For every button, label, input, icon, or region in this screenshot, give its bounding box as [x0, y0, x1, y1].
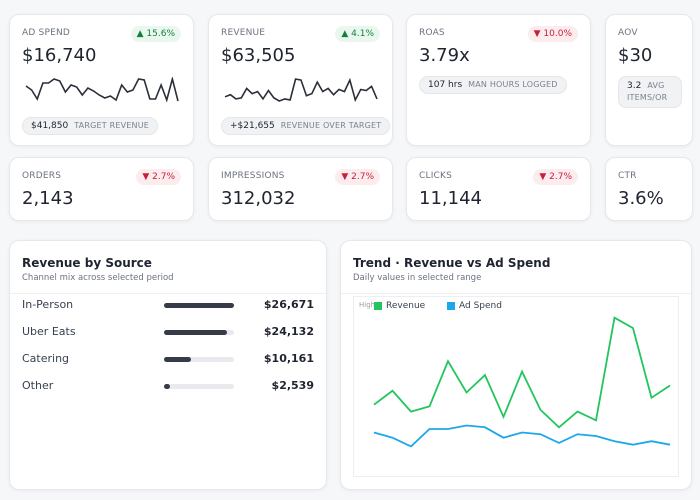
- pill-value: 107 hrs: [428, 80, 463, 90]
- kpi-value: 2,143: [22, 188, 74, 209]
- share-bar: [164, 357, 234, 362]
- pill-label: AVG ITEMS/OR: [627, 81, 668, 102]
- source-row: In-Person $26,671: [22, 298, 314, 312]
- delta-badge: ▼ 2.7%: [335, 169, 380, 185]
- share-bar-fill: [164, 303, 234, 308]
- share-bar-fill: [164, 357, 191, 362]
- source-amount: $2,539: [271, 379, 314, 392]
- kpi-label: ROAS: [419, 28, 445, 38]
- kpi-pill: 107 hrs MAN HOURS LOGGED: [419, 76, 567, 94]
- legend-swatch: [374, 302, 382, 310]
- legend-label: Revenue: [386, 301, 426, 311]
- panel-subtitle: Daily values in selected range: [353, 273, 482, 283]
- series-line-revenue: [373, 316, 671, 429]
- source-name: Uber Eats: [22, 325, 76, 338]
- trend-panel: Trend · Revenue vs Ad Spend Daily values…: [340, 240, 692, 490]
- panel-title: Trend · Revenue vs Ad Spend: [353, 256, 551, 270]
- kpi-card-aov[interactable]: AOV $30 3.2 AVG ITEMS/OR: [605, 14, 693, 146]
- share-bar: [164, 330, 234, 335]
- share-bar: [164, 303, 234, 308]
- source-amount: $26,671: [263, 298, 314, 311]
- source-amount: $24,132: [263, 325, 314, 338]
- source-name: In-Person: [22, 298, 74, 311]
- series-line-ad-spend: [373, 424, 671, 448]
- panel-subtitle: Channel mix across selected period: [22, 273, 174, 283]
- divider: [341, 293, 691, 294]
- kpi-card-orders[interactable]: ORDERS 2,143 ▼ 2.7%: [9, 157, 194, 221]
- delta-badge: ▼ 2.7%: [136, 169, 181, 185]
- kpi-value: 312,032: [221, 188, 296, 209]
- kpi-pill: 3.2 AVG ITEMS/OR: [618, 76, 682, 108]
- kpi-label: CLICKS: [419, 171, 453, 181]
- legend-label: Ad Spend: [459, 301, 502, 311]
- pill-label: TARGET REVENUE: [74, 121, 150, 130]
- legend-swatch: [447, 302, 455, 310]
- delta-badge: ▲ 15.6%: [130, 26, 181, 42]
- kpi-label: ORDERS: [22, 171, 62, 181]
- kpi-label: AOV: [618, 28, 638, 38]
- pill-label: REVENUE OVER TARGET: [280, 121, 382, 130]
- sparkline-path: [224, 77, 378, 103]
- trend-chart: [373, 316, 671, 448]
- pill-label: MAN HOURS LOGGED: [468, 80, 558, 89]
- revenue-by-source-panel: Revenue by Source Channel mix across sel…: [9, 240, 327, 490]
- kpi-label: IMPRESSIONS: [221, 171, 285, 181]
- kpi-label: CTR: [618, 171, 637, 181]
- pill-value: $41,850: [31, 121, 69, 131]
- sparkline: [224, 77, 378, 103]
- source-name: Other: [22, 379, 54, 392]
- kpi-pill: $41,850 TARGET REVENUE: [22, 117, 159, 135]
- share-bar: [164, 384, 234, 389]
- kpi-value: $63,505: [221, 45, 296, 66]
- kpi-pill: +$21,655 REVENUE OVER TARGET: [221, 117, 391, 135]
- delta-badge: ▼ 2.7%: [533, 169, 578, 185]
- kpi-card-revenue[interactable]: REVENUE $63,505 ▲ 4.1% +$21,655 REVENUE OVE…: [208, 14, 393, 146]
- kpi-value: 11,144: [419, 188, 482, 209]
- source-row: Uber Eats $24,132: [22, 325, 314, 339]
- source-row: Other $2,539: [22, 379, 314, 393]
- pill-value: 3.2: [627, 81, 642, 91]
- kpi-value: $30: [618, 45, 653, 66]
- share-bar-fill: [164, 330, 227, 335]
- source-amount: $10,161: [263, 352, 314, 365]
- panel-title: Revenue by Source: [22, 256, 152, 270]
- kpi-card-clicks[interactable]: CLICKS 11,144 ▼ 2.7%: [406, 157, 591, 221]
- axis-stub-label: High: [359, 301, 376, 309]
- source-row: Catering $10,161: [22, 352, 314, 366]
- kpi-label: REVENUE: [221, 28, 266, 38]
- share-bar-fill: [164, 384, 170, 389]
- kpi-card-impressions[interactable]: IMPRESSIONS 312,032 ▼ 2.7%: [208, 157, 393, 221]
- kpi-card-roas[interactable]: ROAS 3.79x ▼ 10.0% 107 hrs MAN HOURS LOGGED: [406, 14, 591, 146]
- divider: [10, 293, 326, 294]
- chart-area: High Revenue Ad Spend: [353, 296, 679, 477]
- sparkline: [25, 77, 179, 103]
- legend-ad-spend[interactable]: Ad Spend: [447, 301, 502, 311]
- sparkline-path: [25, 77, 179, 103]
- delta-badge: ▼ 10.0%: [527, 26, 578, 42]
- kpi-value: 3.79x: [419, 45, 470, 66]
- kpi-value: $16,740: [22, 45, 97, 66]
- source-name: Catering: [22, 352, 70, 365]
- kpi-card-ctr[interactable]: CTR 3.6%: [605, 157, 693, 221]
- kpi-card-ad-spend[interactable]: AD SPEND $16,740 ▲ 15.6% $41,850 TARGET REV…: [9, 14, 194, 146]
- kpi-value: 3.6%: [618, 188, 664, 209]
- delta-badge: ▲ 4.1%: [335, 26, 380, 42]
- pill-value: +$21,655: [230, 121, 275, 131]
- legend-revenue[interactable]: Revenue: [374, 301, 425, 311]
- kpi-label: AD SPEND: [22, 28, 71, 38]
